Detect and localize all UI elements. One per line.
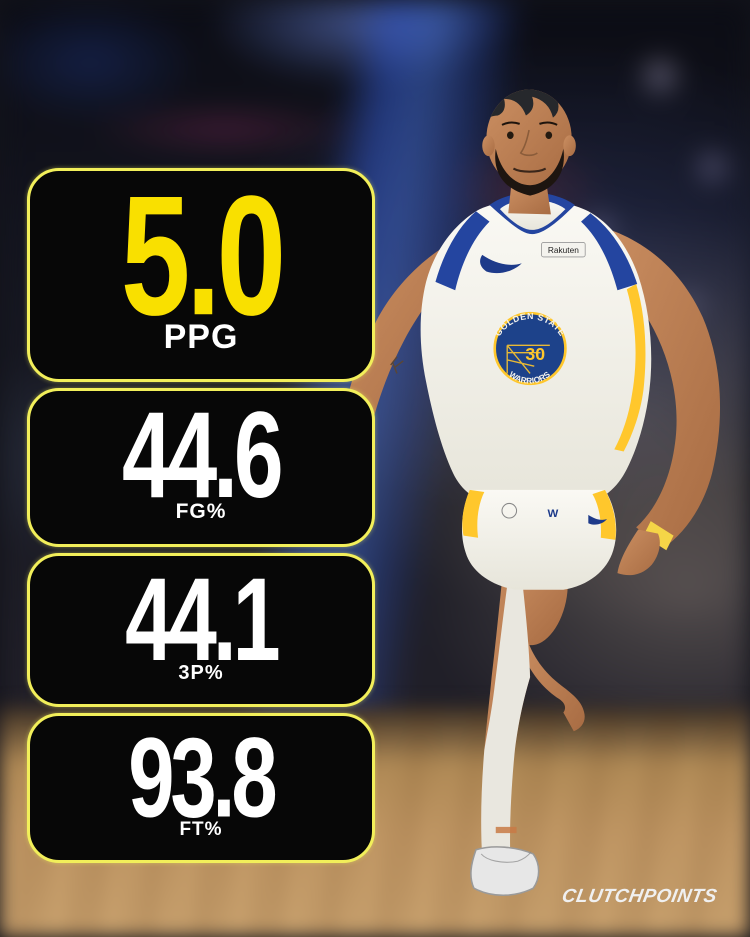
- svg-text:W: W: [548, 508, 559, 520]
- svg-text:Rakuten: Rakuten: [548, 245, 579, 255]
- svg-text:30: 30: [525, 344, 545, 364]
